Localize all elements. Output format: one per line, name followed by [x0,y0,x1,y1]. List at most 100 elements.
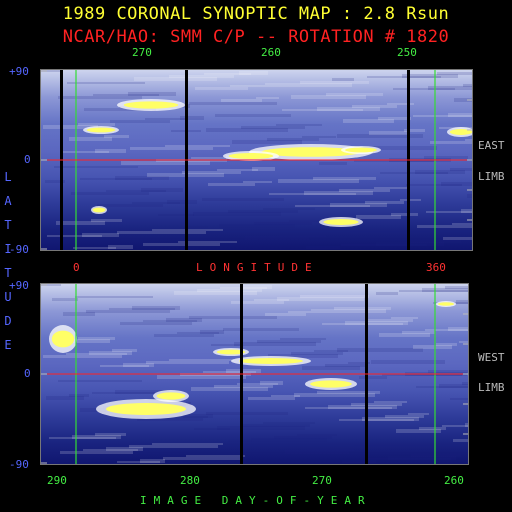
streak-texture [430,141,472,144]
streak-texture [322,323,403,325]
streak-texture [89,351,132,355]
streak-texture [442,425,468,427]
streak-texture [314,350,348,352]
streak-texture [228,210,298,213]
bright-feature [261,147,361,157]
streak-texture [351,403,402,406]
streak-texture [450,398,468,400]
streak-texture [160,416,208,418]
streak-texture [402,331,435,334]
streak-texture [252,167,275,171]
streak-texture [239,71,268,75]
streak-texture [109,308,175,310]
streak-texture [191,157,244,159]
streak-texture [104,135,129,138]
streak-texture [243,181,272,183]
streak-texture [445,286,468,289]
streak-texture [78,337,115,340]
day-of-year-tick-label: 280 [180,474,200,487]
y-axis-tick-label: +90 [9,65,29,78]
streak-texture [291,352,343,355]
streak-texture [132,202,180,204]
streak-texture [411,454,461,457]
streak-texture [278,179,359,183]
streak-texture [400,199,421,201]
side-label-limb: LIMB [478,170,505,183]
streak-texture [69,394,89,397]
streak-texture [256,97,279,99]
streak-texture [43,355,122,358]
latitude-letter: T [4,266,12,280]
streak-texture [220,287,267,289]
streak-texture [91,219,122,222]
latitude-letter: L [4,170,12,184]
streak-texture [141,188,183,192]
streak-texture [71,192,149,195]
streak-texture [46,396,84,400]
streak-texture [248,397,295,400]
side-label-limb: LIMB [478,381,505,394]
streak-texture [369,131,408,135]
bright-feature [216,349,246,355]
streak-texture [152,443,223,445]
streak-texture [260,381,283,385]
streak-texture [84,108,156,111]
streak-texture [331,446,359,448]
bright-feature [228,153,274,159]
streak-texture [328,405,397,409]
top-axis-tick-label: 260 [261,46,281,59]
streak-texture [359,376,387,379]
streak-texture [75,296,153,298]
streak-texture [311,309,386,313]
streak-texture [195,87,248,90]
streak-texture [92,392,164,394]
streak-texture [58,96,142,99]
streak-texture [441,182,472,186]
streak-texture [413,345,452,349]
streak-texture [41,284,61,286]
side-label-east: EAST [478,139,505,152]
streak-texture [97,204,163,207]
streak-texture [63,312,95,316]
streak-texture [143,320,197,322]
streak-texture [223,328,299,331]
streak-texture [67,82,145,84]
streak-texture [232,140,302,144]
streak-texture [231,301,284,304]
streak-texture [294,393,375,397]
streak-texture [325,364,365,367]
streak-texture [416,386,468,388]
streak-texture [240,424,310,427]
streak-texture [374,187,407,189]
latitude-letter: T [4,218,12,232]
latitude-letter: U [4,290,12,304]
streak-texture [165,145,230,147]
streak-texture [436,343,457,346]
streak-texture [146,361,229,364]
bright-feature [310,380,352,388]
streak-texture [123,363,154,367]
streak-texture [41,70,61,72]
bright-feature [345,147,377,153]
streak-texture [112,349,137,352]
streak-texture [58,380,142,382]
streak-texture [265,313,306,316]
streak-texture [291,95,366,99]
streak-texture [184,226,208,228]
streak-texture [137,418,203,421]
streak-texture [186,455,245,457]
streak-texture [251,438,327,442]
streak-texture [402,74,458,78]
streak-texture [365,458,451,460]
streak-texture [368,319,413,322]
streak-texture [80,408,106,412]
streak-texture [448,327,468,331]
top-map-features [41,70,472,250]
streak-texture [106,190,166,192]
streak-texture [80,178,152,180]
longitude-axis-label: LONGITUDE [196,261,319,274]
streak-texture [463,84,472,87]
streak-texture [86,310,170,313]
streak-texture [237,383,278,385]
streak-texture [182,171,241,174]
